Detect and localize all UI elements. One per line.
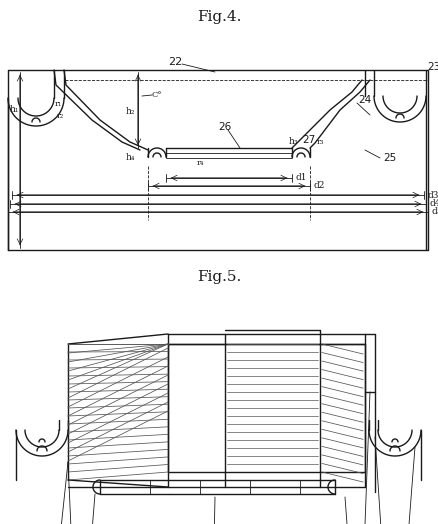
Text: 27: 27	[302, 135, 315, 145]
Text: d4: d4	[429, 200, 438, 209]
Text: 25: 25	[383, 153, 396, 163]
Text: 26: 26	[218, 122, 231, 132]
Text: d5: d5	[431, 208, 438, 216]
Text: C°: C°	[152, 91, 162, 99]
Text: Fig.5.: Fig.5.	[197, 270, 241, 284]
Text: h₄: h₄	[125, 154, 135, 162]
Text: r₂: r₂	[57, 112, 64, 120]
Text: h₃: h₃	[288, 136, 298, 146]
Text: 22: 22	[168, 57, 182, 67]
Text: h₂: h₂	[125, 107, 135, 116]
Text: Fig.4.: Fig.4.	[197, 10, 241, 24]
Text: d3: d3	[427, 191, 438, 200]
Text: 24: 24	[358, 95, 371, 105]
Text: r₄: r₄	[196, 159, 204, 167]
Text: r₁: r₁	[54, 100, 62, 108]
Text: 23: 23	[427, 62, 438, 72]
Text: h₁: h₁	[9, 105, 19, 115]
Text: r₃: r₃	[316, 138, 324, 146]
Text: d2: d2	[313, 181, 325, 191]
Text: d1: d1	[295, 173, 307, 182]
